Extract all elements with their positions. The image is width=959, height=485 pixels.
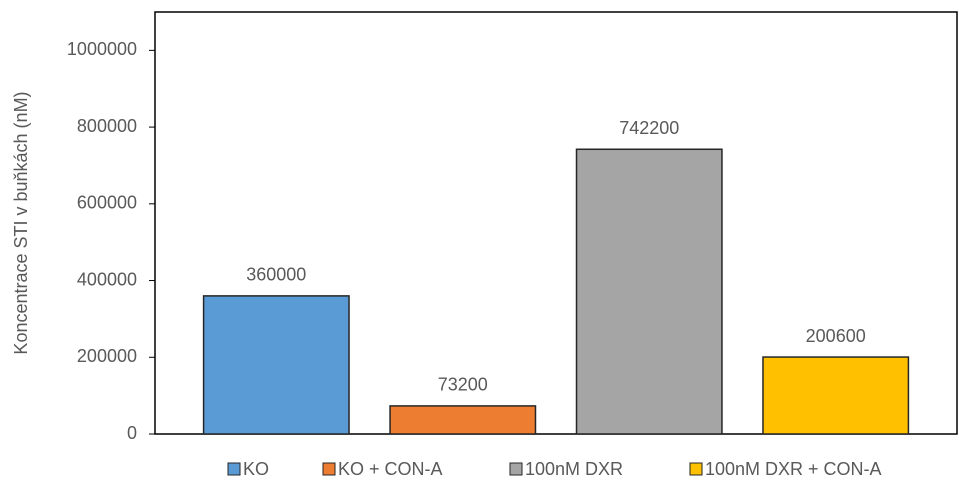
data-label: 742200 xyxy=(619,118,679,138)
legend-swatch xyxy=(509,462,523,476)
bar xyxy=(202,295,350,435)
plot-frame xyxy=(154,11,958,435)
data-label: 360000 xyxy=(246,265,306,285)
legend-label: KO xyxy=(243,459,269,479)
legend-swatch xyxy=(322,462,336,476)
y-tick-label: 400000 xyxy=(77,269,137,289)
data-label: 73200 xyxy=(438,375,488,395)
y-tick-label: 200000 xyxy=(77,346,137,366)
bar xyxy=(575,148,723,435)
legend-label: 100nM DXR xyxy=(525,459,623,479)
bar xyxy=(389,405,537,435)
legend-swatch xyxy=(227,462,241,476)
data-label: 200600 xyxy=(806,326,866,346)
legend-swatch xyxy=(689,462,703,476)
y-tick-label: 600000 xyxy=(77,193,137,213)
y-tick-label: 800000 xyxy=(77,116,137,136)
y-tick-label: 1000000 xyxy=(67,39,137,59)
legend-label: 100nM DXR + CON-A xyxy=(705,459,882,479)
bar xyxy=(762,356,910,435)
legend-label: KO + CON-A xyxy=(338,459,443,479)
y-axis-label: Koncentrace STI v buňkách (nM) xyxy=(11,91,31,354)
y-tick-label: 0 xyxy=(127,423,137,443)
